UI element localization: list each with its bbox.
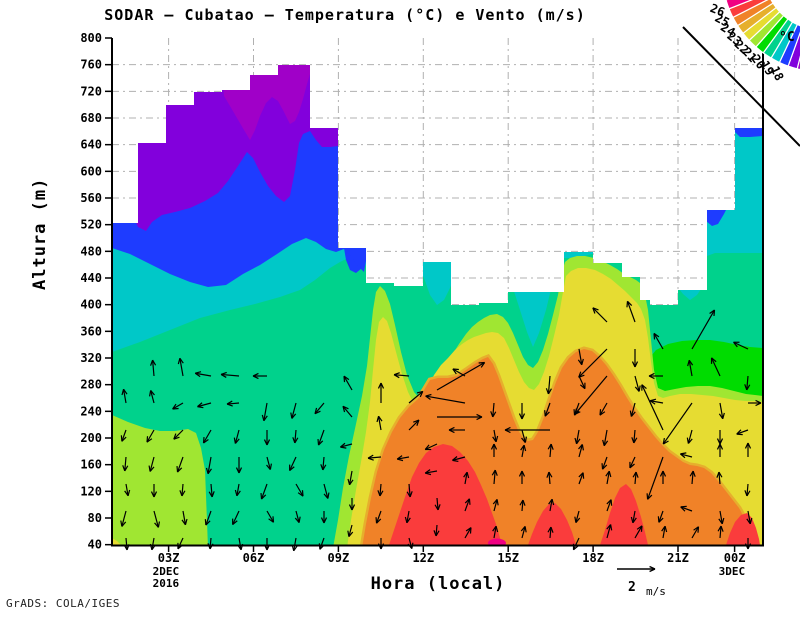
svg-text:2DEC: 2DEC bbox=[153, 565, 180, 578]
svg-text:120: 120 bbox=[80, 484, 102, 498]
svg-text:06Z: 06Z bbox=[243, 551, 265, 565]
svg-text:400: 400 bbox=[80, 298, 102, 312]
svg-text:18Z: 18Z bbox=[582, 551, 604, 565]
axes bbox=[111, 38, 764, 547]
svg-text:80: 80 bbox=[88, 511, 102, 525]
legend-unit-label: °C bbox=[779, 30, 795, 45]
x-axis-title: Hora (local) bbox=[370, 574, 506, 594]
svg-text:760: 760 bbox=[80, 58, 102, 72]
svg-text:25: 25 bbox=[713, 11, 732, 30]
svg-text:21Z: 21Z bbox=[667, 551, 689, 565]
wind-vectors bbox=[120, 300, 762, 552]
svg-text:720: 720 bbox=[80, 84, 102, 98]
grads-footer: GrADS: COLA/IGES bbox=[6, 597, 120, 610]
svg-text:26: 26 bbox=[708, 1, 727, 19]
svg-text:15Z: 15Z bbox=[497, 551, 519, 565]
svg-text:360: 360 bbox=[80, 324, 102, 338]
svg-text:20: 20 bbox=[748, 52, 768, 72]
wind-scale-value: 2 bbox=[628, 580, 636, 595]
svg-text:480: 480 bbox=[80, 244, 102, 258]
svg-text:680: 680 bbox=[80, 111, 102, 125]
svg-text:440: 440 bbox=[80, 271, 102, 285]
svg-text:160: 160 bbox=[80, 458, 102, 472]
svg-text:320: 320 bbox=[80, 351, 102, 365]
svg-text:19: 19 bbox=[758, 58, 777, 78]
svg-text:200: 200 bbox=[80, 431, 102, 445]
svg-text:23: 23 bbox=[724, 29, 744, 49]
chart-title: SODAR — Cubatao — Temperatura (°C) e Ven… bbox=[104, 6, 586, 24]
wind-scale-unit: m/s bbox=[646, 585, 666, 598]
svg-text:09Z: 09Z bbox=[328, 551, 350, 565]
tick-labels: 800 760 720 680 640 600 560 520 480 440 400 360 320 2… bbox=[80, 31, 745, 590]
svg-text:640: 640 bbox=[80, 138, 102, 152]
svg-text:24: 24 bbox=[718, 20, 738, 40]
svg-text:3DEC: 3DEC bbox=[719, 565, 746, 578]
svg-text:600: 600 bbox=[80, 164, 102, 178]
svg-text:18: 18 bbox=[768, 64, 787, 83]
svg-text:800: 800 bbox=[80, 31, 102, 45]
svg-text:520: 520 bbox=[80, 218, 102, 232]
svg-text:2016: 2016 bbox=[153, 577, 180, 590]
svg-text:12Z: 12Z bbox=[412, 551, 434, 565]
y-axis-title: Altura (m) bbox=[30, 177, 50, 290]
svg-text:280: 280 bbox=[80, 378, 102, 392]
svg-text:560: 560 bbox=[80, 191, 102, 205]
svg-text:00Z: 00Z bbox=[724, 551, 746, 565]
svg-text:40: 40 bbox=[88, 538, 102, 552]
svg-text:03Z: 03Z bbox=[158, 551, 180, 565]
svg-text:240: 240 bbox=[80, 404, 102, 418]
wind-scale-arrow bbox=[617, 565, 656, 573]
